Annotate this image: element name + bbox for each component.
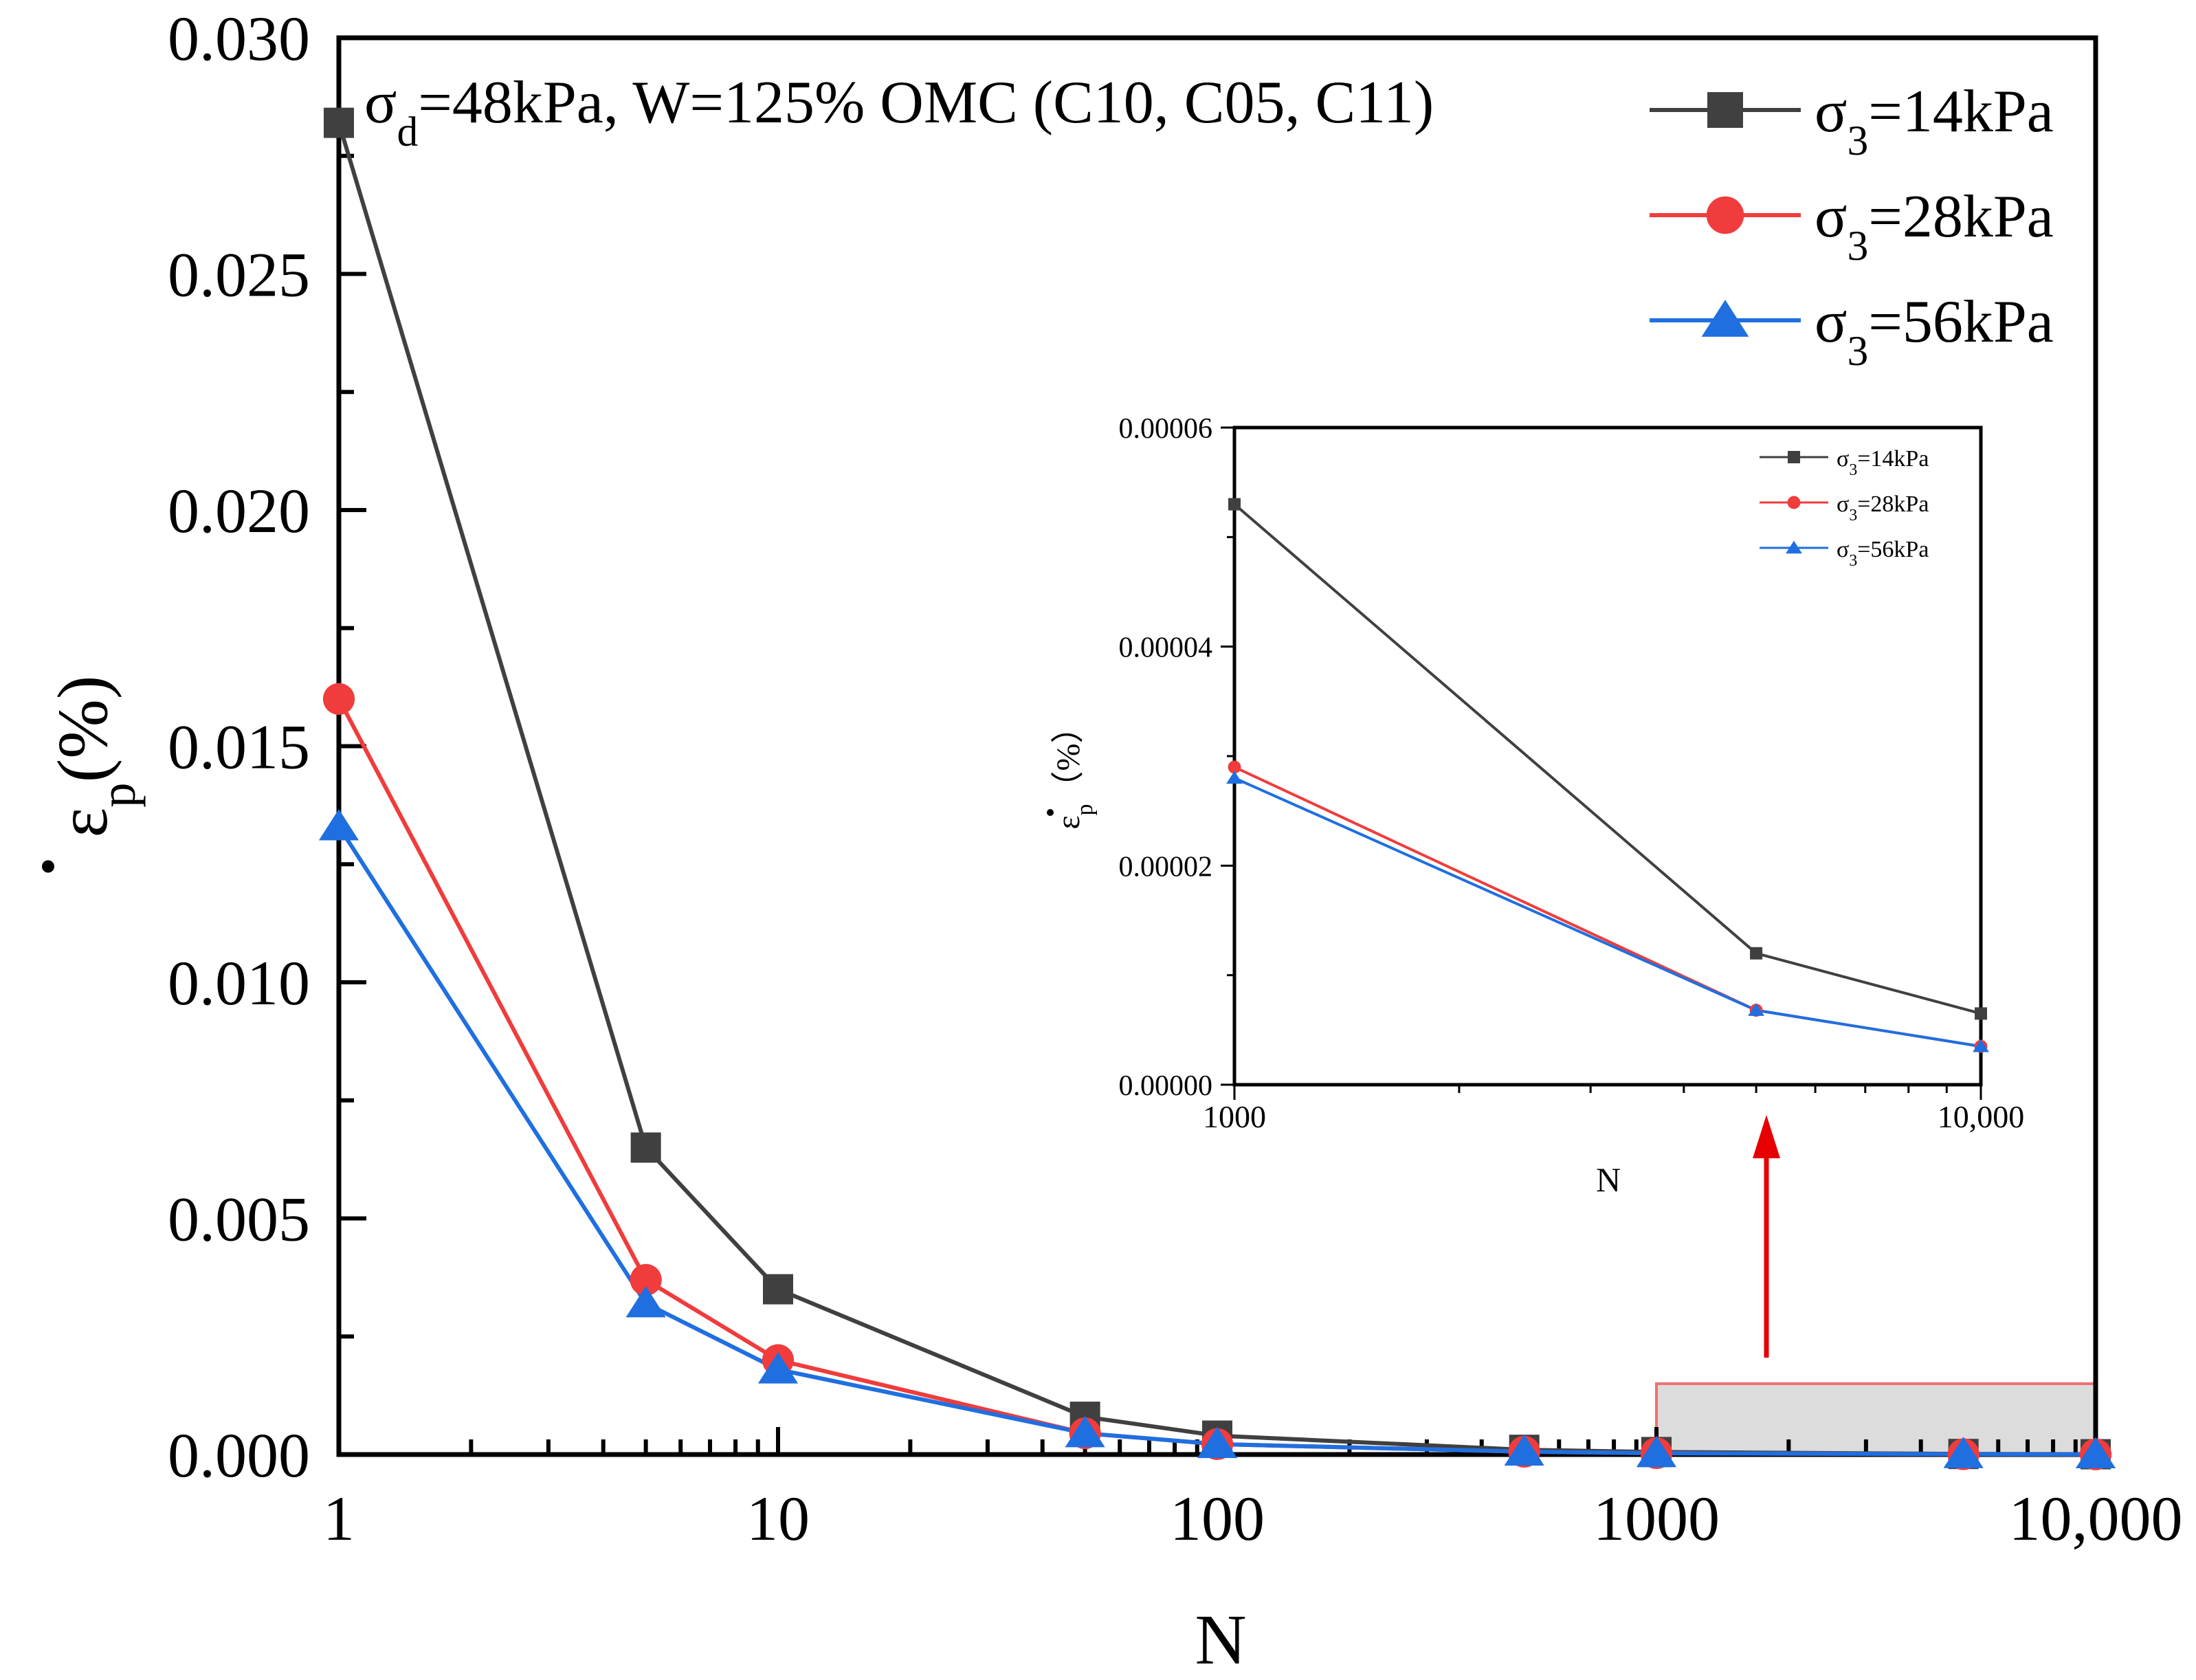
y-axis-label-text-symbol: ε (43, 808, 122, 838)
legend-marker (1706, 196, 1744, 234)
inset-data-point (1748, 1003, 1764, 1016)
condition-annotation-symbol: σ (364, 69, 397, 136)
data-point (757, 1352, 799, 1384)
inset-data-point (1228, 498, 1241, 511)
inset-legend-label-sub: 3 (1849, 461, 1857, 479)
legend-label-rest: =56kPa (1868, 289, 2054, 355)
data-point (324, 107, 354, 138)
inset-legend-label-rest: =56kPa (1857, 537, 1929, 562)
legend-label-symbol: σ (1815, 289, 1847, 355)
data-point (1065, 1415, 1105, 1448)
data-point (1504, 1434, 1544, 1466)
y-tick-label: 0.000 (168, 1420, 310, 1490)
inset-legend-label-sub: 3 (1849, 552, 1857, 570)
y-axis-label-text: εp(%) (43, 676, 146, 838)
main-plot: 1 10 100 1000 10,000 0.000 0.005 0.010 0.015 0.02… (42, 3, 2183, 1679)
inset-x-tick-label: 1000 (1203, 1099, 1266, 1134)
condition-annotation-sub: d (397, 109, 418, 155)
inset-legend-label-symbol: σ (1837, 446, 1849, 472)
legend-label-sub: 3 (1847, 223, 1868, 269)
y-tick-label: 0.015 (168, 712, 310, 782)
data-point (1197, 1426, 1238, 1459)
inset-legend-label-rest: =14kPa (1857, 446, 1929, 472)
legend-label: σ3=56kPa (1815, 289, 2054, 375)
data-point (630, 1263, 662, 1296)
x-axis-label: N (1195, 1600, 1246, 1679)
inset-x-tick-label: 10,000 (1938, 1099, 2025, 1134)
condition-annotation: σd=48kPa, W=125% OMC (C10, C05, C11) (364, 69, 1434, 155)
inset-y-axis-label-text-sub: p (1072, 804, 1098, 816)
inset-legend-label-sub: 3 (1849, 507, 1857, 524)
inset-y-tick-label: 0.00004 (1119, 632, 1213, 664)
x-tick-label: 1000 (1593, 1483, 1720, 1554)
legend-label-rest: =14kPa (1868, 78, 2054, 145)
data-point (318, 808, 359, 841)
y-axis-label-dot (42, 860, 54, 873)
legend-label: σ3=14kPa (1815, 78, 2054, 164)
data-point (1636, 1435, 1677, 1468)
legend-label-symbol: σ (1815, 78, 1847, 145)
inset-legend-label-rest: =28kPa (1857, 491, 1929, 517)
data-point (625, 1285, 666, 1318)
x-tick-label: 100 (1170, 1483, 1265, 1554)
inset-y-axis-label-text-symbol: ε (1050, 815, 1087, 829)
legend-marker (1707, 92, 1743, 128)
inset-legend-marker (1786, 540, 1802, 554)
inset-y-axis-label: εp（%） (1047, 711, 1098, 830)
inset-y-axis-label-text: εp（%） (1050, 711, 1098, 830)
inset-y-tick-label: 0.00002 (1119, 851, 1213, 883)
inset-legend-label: σ3=14kPa (1837, 446, 1929, 479)
inset-x-axis-label: N (1596, 1160, 1621, 1199)
x-tick-label: 10 (746, 1483, 810, 1554)
data-point (2075, 1437, 2116, 1468)
inset-data-point (1750, 947, 1763, 960)
y-tick-label: 0.010 (168, 948, 310, 1018)
y-tick-label: 0.025 (168, 240, 310, 310)
inset-y-tick-label: 0.00006 (1119, 413, 1213, 445)
inset-y-axis-label-text-rest: （%） (1050, 711, 1087, 804)
y-tick-label: 0.030 (168, 3, 310, 74)
y-axis-label: εp(%) (42, 676, 146, 873)
data-point (322, 683, 355, 715)
inset-legend-marker (1787, 496, 1801, 509)
legend-label-symbol: σ (1815, 184, 1847, 250)
inset-legend-label-symbol: σ (1837, 537, 1849, 562)
legend-label: σ3=28kPa (1815, 184, 2054, 269)
y-tick-label: 0.020 (168, 476, 310, 546)
y-axis-label-text-rest: (%) (43, 676, 122, 783)
y-axis-label-text-sub: p (90, 782, 146, 807)
legend-label-sub: 3 (1847, 118, 1868, 164)
inset-legend-label: σ3=28kPa (1837, 491, 1929, 524)
data-point (763, 1274, 793, 1305)
inset-data-point (1975, 1007, 1987, 1020)
legend-label-sub: 3 (1847, 328, 1868, 375)
x-tick-label: 1 (323, 1483, 355, 1554)
inset-legend-marker (1788, 451, 1800, 463)
inset-data-point (1228, 760, 1241, 774)
zoom-arrow-head (1753, 1115, 1780, 1158)
inset-data-point (1973, 1039, 1989, 1052)
inset-data-point (1226, 771, 1243, 784)
data-point (1943, 1437, 1984, 1468)
condition-annotation-rest: =48kPa, W=125% OMC (C10, C05, C11) (418, 69, 1434, 136)
legend-label-rest: =28kPa (1868, 184, 2054, 250)
inset-legend-label-symbol: σ (1837, 491, 1849, 517)
inset-y-axis-label-dot (1047, 809, 1054, 816)
x-tick-label: 10,000 (2009, 1483, 2183, 1554)
legend-marker (1701, 300, 1749, 337)
inset-y-tick-label: 0.00000 (1119, 1070, 1213, 1102)
y-tick-label: 0.005 (168, 1184, 310, 1255)
inset-frame (1232, 425, 1983, 1087)
inset-plot: 1000 10,000 0.00000 0.00002 0.00004 0.00006 Nε… (1047, 413, 2024, 1199)
inset-legend-label: σ3=56kPa (1837, 537, 1929, 570)
zoom-region (1655, 1382, 2097, 1456)
data-point (630, 1132, 661, 1163)
